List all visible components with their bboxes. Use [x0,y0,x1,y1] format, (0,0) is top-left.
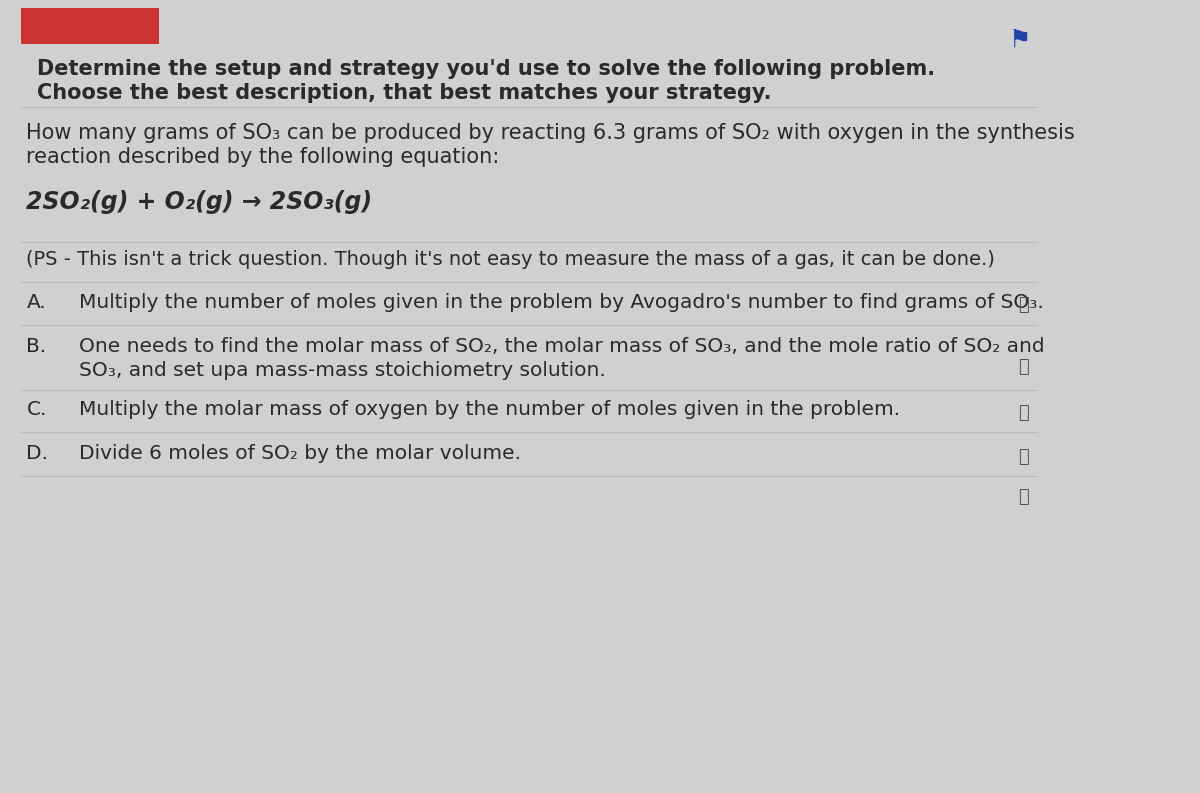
Text: 2SO₂(g) + O₂(g) → 2SO₃(g): 2SO₂(g) + O₂(g) → 2SO₃(g) [26,190,372,214]
Text: (PS - This isn't a trick question. Though it's not easy to measure the mass of a: (PS - This isn't a trick question. Thoug… [26,250,995,269]
Text: ⚑: ⚑ [1009,28,1032,52]
Text: Divide 6 moles of SO₂ by the molar volume.: Divide 6 moles of SO₂ by the molar volum… [79,444,521,463]
Text: Multiply the number of moles given in the problem by Avogadro's number to find g: Multiply the number of moles given in th… [79,293,1044,312]
Text: Multiply the molar mass of oxygen by the number of moles given in the problem.: Multiply the molar mass of oxygen by the… [79,400,900,419]
Text: 🗑: 🗑 [1018,488,1028,506]
Text: C.: C. [26,400,47,419]
Text: D.: D. [26,444,48,463]
Text: B.: B. [26,337,47,356]
FancyBboxPatch shape [22,8,158,44]
Text: How many grams of SO₃ can be produced by reacting 6.3 grams of SO₂ with oxygen i: How many grams of SO₃ can be produced by… [26,123,1075,143]
Text: Choose the best description, that best matches your strategy.: Choose the best description, that best m… [37,83,772,103]
Text: 🗑: 🗑 [1018,448,1028,466]
Text: reaction described by the following equation:: reaction described by the following equa… [26,147,499,167]
Text: SO₃, and set upa mass-mass stoichiometry solution.: SO₃, and set upa mass-mass stoichiometry… [79,361,606,380]
Text: 🗑: 🗑 [1018,358,1028,377]
Text: One needs to find the molar mass of SO₂, the molar mass of SO₃, and the mole rat: One needs to find the molar mass of SO₂,… [79,337,1045,356]
Text: Determine the setup and strategy you'd use to solve the following problem.: Determine the setup and strategy you'd u… [37,59,935,79]
Text: A.: A. [26,293,47,312]
Text: 🗑: 🗑 [1018,404,1028,423]
Text: 🗑: 🗑 [1018,296,1028,314]
